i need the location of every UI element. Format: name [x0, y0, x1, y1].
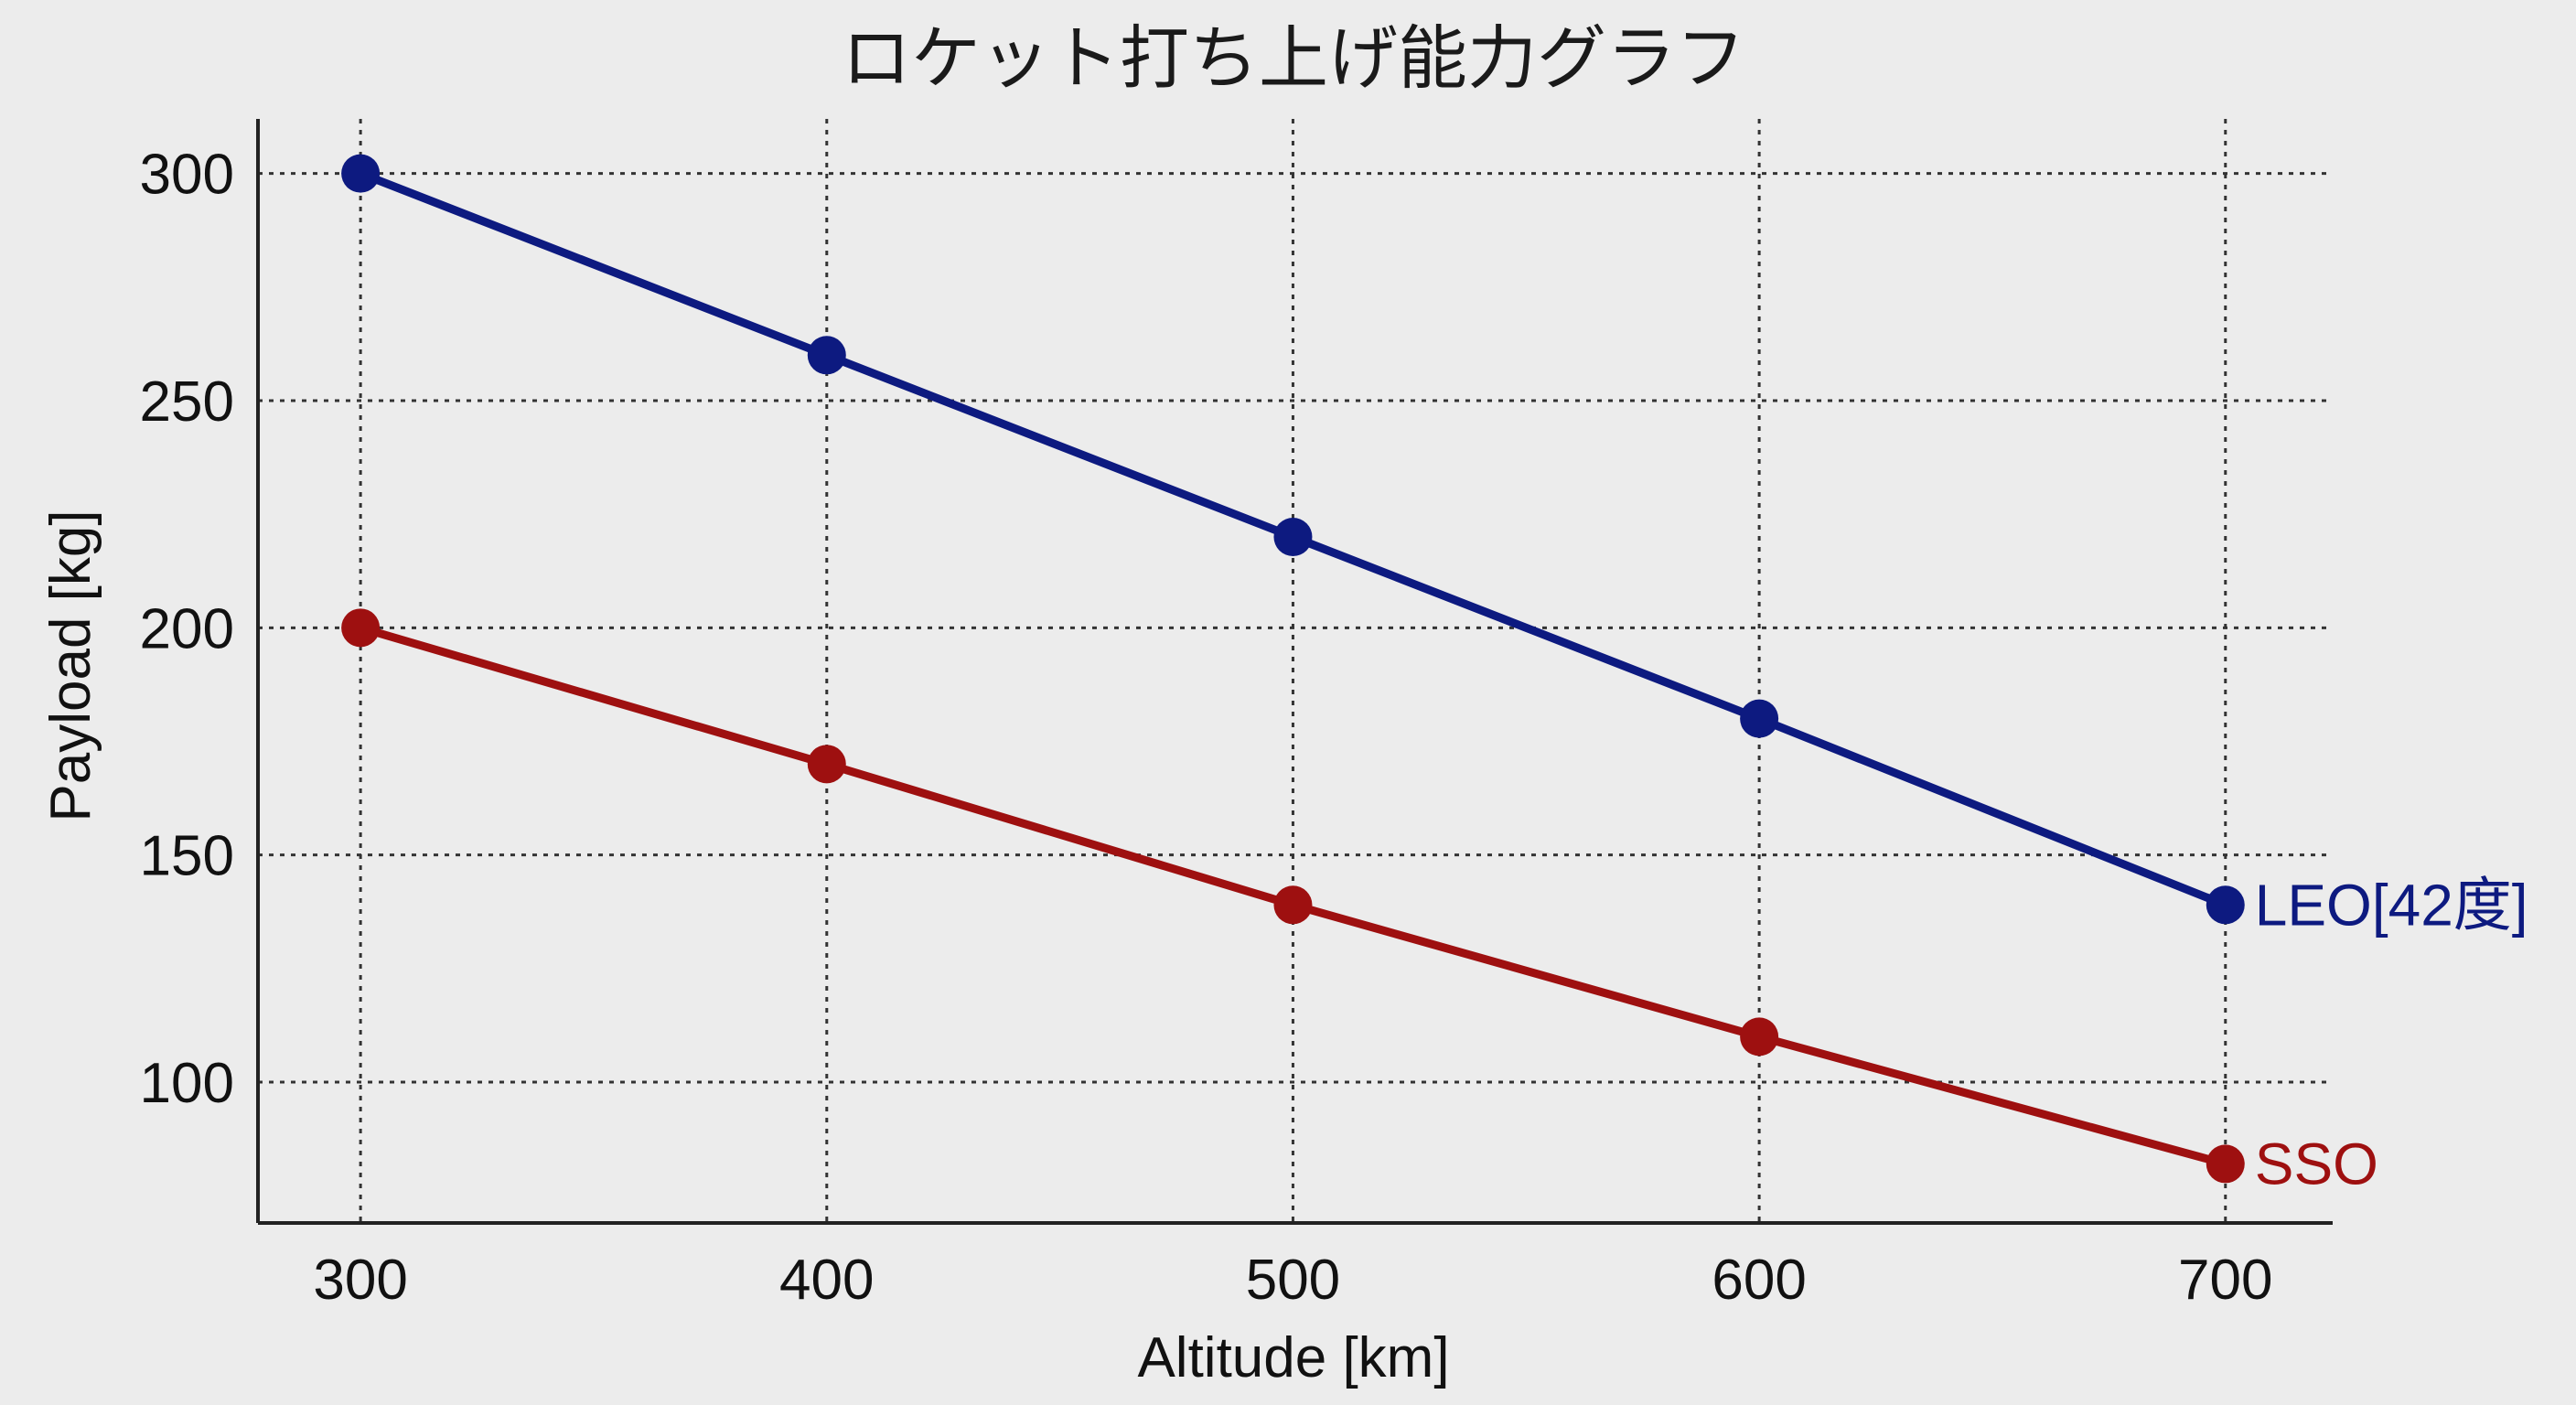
x-tick-label: 700 — [2178, 1249, 2272, 1312]
data-point — [1740, 1017, 1779, 1056]
data-point — [2206, 1144, 2245, 1184]
y-tick-label: 250 — [140, 370, 234, 434]
data-point — [1273, 885, 1313, 925]
data-point — [1740, 699, 1779, 738]
data-point — [1273, 517, 1313, 556]
x-axis-label: Altitude [km] — [1137, 1326, 1449, 1389]
data-point — [807, 745, 846, 784]
series-0: LEO[42度] — [341, 154, 2528, 938]
series-layer: LEO[42度] SSO — [341, 154, 2528, 1196]
data-point — [341, 608, 381, 648]
x-tick-label: 600 — [1712, 1249, 1806, 1312]
x-tick-label: 400 — [779, 1249, 874, 1312]
data-point — [807, 336, 846, 375]
x-tick-label: 300 — [313, 1249, 407, 1312]
data-point — [2206, 885, 2245, 925]
series-1: SSO — [341, 608, 2378, 1196]
y-axis-label: Payload [kg] — [39, 509, 102, 821]
y-tick-labels: 100 150 200 250 300 — [140, 144, 234, 1115]
chart-title: ロケット打ち上げ能力グラフ — [842, 17, 1745, 99]
x-tick-labels: 300 400 500 600 700 — [313, 1249, 2272, 1312]
grid — [258, 119, 2333, 1223]
axes — [256, 119, 2333, 1225]
y-tick-label: 300 — [140, 144, 234, 207]
y-tick-label: 150 — [140, 825, 234, 888]
y-tick-label: 200 — [140, 597, 234, 660]
data-point — [341, 154, 381, 193]
y-tick-label: 100 — [140, 1052, 234, 1115]
series-end-label: LEO[42度] — [2255, 872, 2528, 938]
series-end-label: SSO — [2255, 1131, 2378, 1196]
x-tick-label: 500 — [1246, 1249, 1340, 1312]
